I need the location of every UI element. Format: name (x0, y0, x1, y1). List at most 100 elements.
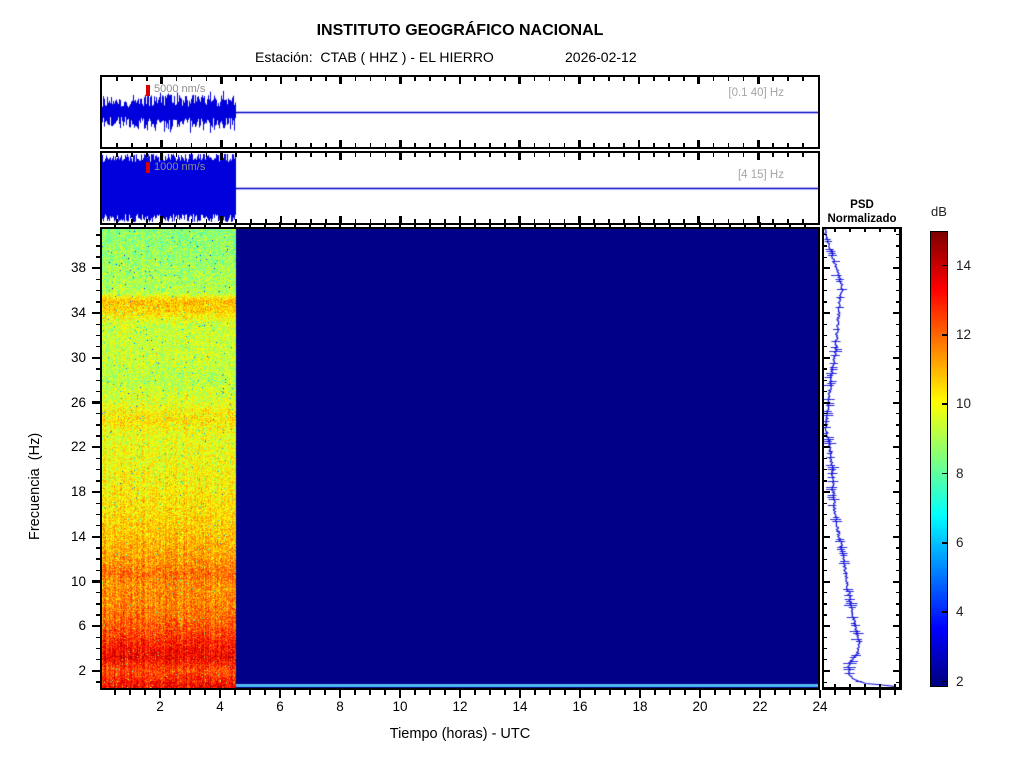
tick-mark (160, 140, 163, 147)
tick-mark (757, 140, 760, 147)
tick-mark (893, 446, 899, 449)
tick-mark (893, 356, 899, 359)
tick-mark (429, 223, 431, 227)
tick-mark (787, 153, 789, 157)
tick-mark (159, 690, 162, 698)
tick-mark (444, 223, 446, 227)
tick-mark (310, 219, 312, 223)
tick-mark (384, 77, 387, 81)
tick-mark (458, 77, 462, 84)
tick-mark (354, 223, 356, 227)
tick-mark (95, 524, 100, 527)
tick-mark (896, 569, 899, 571)
tick-mark (608, 219, 610, 223)
tick-mark (669, 223, 671, 227)
tick-mark (682, 153, 685, 157)
tick-mark (234, 223, 236, 227)
figure-title: INSTITUTO GEOGRÁFICO NACIONAL (316, 22, 604, 39)
tick-mark (824, 669, 830, 672)
tick-mark (942, 611, 948, 613)
tick-mark (879, 229, 881, 232)
tick-mark (414, 223, 416, 227)
tick-mark (742, 219, 745, 223)
tick-mark (896, 278, 899, 281)
tick-mark (384, 223, 386, 227)
tick-mark (564, 223, 566, 227)
x-tick-label: 12 (452, 699, 468, 714)
tick-mark (310, 153, 312, 157)
tick-mark (474, 77, 476, 81)
tick-mark (339, 140, 342, 147)
tick-mark (729, 223, 731, 227)
tick-mark (824, 290, 827, 292)
tick-mark (579, 222, 581, 227)
tick-mark (95, 256, 100, 258)
tick-mark (578, 77, 581, 84)
tick-mark (429, 219, 431, 223)
tick-mark (824, 636, 827, 639)
tick-mark (503, 219, 506, 223)
x-tick-label: 14 (512, 699, 528, 714)
tick-mark (896, 614, 899, 616)
tick-mark (145, 77, 148, 81)
tick-mark (131, 219, 133, 223)
tick-mark (624, 690, 626, 695)
tick-mark (489, 77, 491, 81)
tick-mark (682, 77, 685, 81)
tick-mark (893, 267, 899, 270)
x-axis-label: Tiempo (horas) - UTC (389, 726, 531, 742)
tick-mark (834, 690, 836, 695)
tick-mark (668, 153, 670, 157)
x-tick-label: 18 (632, 699, 648, 714)
tick-mark (145, 219, 148, 223)
tick-mark (727, 219, 730, 223)
tick-mark (824, 379, 827, 381)
tick-mark (824, 547, 827, 549)
tick-mark (324, 77, 327, 81)
tick-mark (220, 216, 223, 223)
tick-mark (548, 219, 551, 223)
tick-mark (95, 659, 100, 661)
tick-mark (95, 457, 100, 460)
y-tick-label: 30 (70, 349, 86, 365)
tick-mark (309, 223, 311, 227)
tick-mark (250, 143, 252, 147)
tick-mark (824, 323, 827, 325)
tick-mark (549, 223, 551, 227)
colorbar-tick-label: 2 (956, 673, 964, 689)
tick-mark (369, 223, 371, 227)
tick-mark (474, 219, 476, 223)
tick-mark (309, 690, 311, 695)
trace-waveform-filtered (102, 153, 818, 223)
tick-mark (205, 77, 208, 81)
tick-mark (824, 502, 827, 504)
tick-mark (824, 346, 827, 348)
tick-mark (95, 413, 100, 415)
tick-mark (459, 222, 461, 227)
tick-mark (802, 143, 804, 147)
psd-title-line2: Normalizado (827, 213, 897, 225)
tick-mark (174, 690, 176, 695)
tick-mark (190, 219, 193, 223)
tick-mark (354, 77, 357, 81)
colorbar-gradient (931, 232, 947, 686)
tick-mark (235, 143, 238, 147)
tick-mark (639, 690, 642, 698)
tick-mark (160, 77, 163, 84)
tick-mark (824, 580, 830, 583)
tick-mark (444, 77, 446, 81)
tick-mark (896, 346, 899, 348)
tick-mark (714, 690, 716, 695)
trace-panel-broadband: 5000 nm/s [0.1 40] Hz (100, 75, 820, 149)
tick-mark (623, 143, 625, 147)
tick-mark (712, 153, 715, 157)
tick-mark (942, 542, 948, 544)
tick-mark (458, 153, 462, 160)
x-tick-label: 22 (752, 699, 768, 714)
tick-mark (354, 690, 356, 695)
tick-mark (205, 219, 208, 223)
tick-mark (116, 219, 118, 223)
tick-mark (824, 267, 830, 270)
tick-mark (608, 143, 610, 147)
tick-mark (279, 77, 283, 84)
